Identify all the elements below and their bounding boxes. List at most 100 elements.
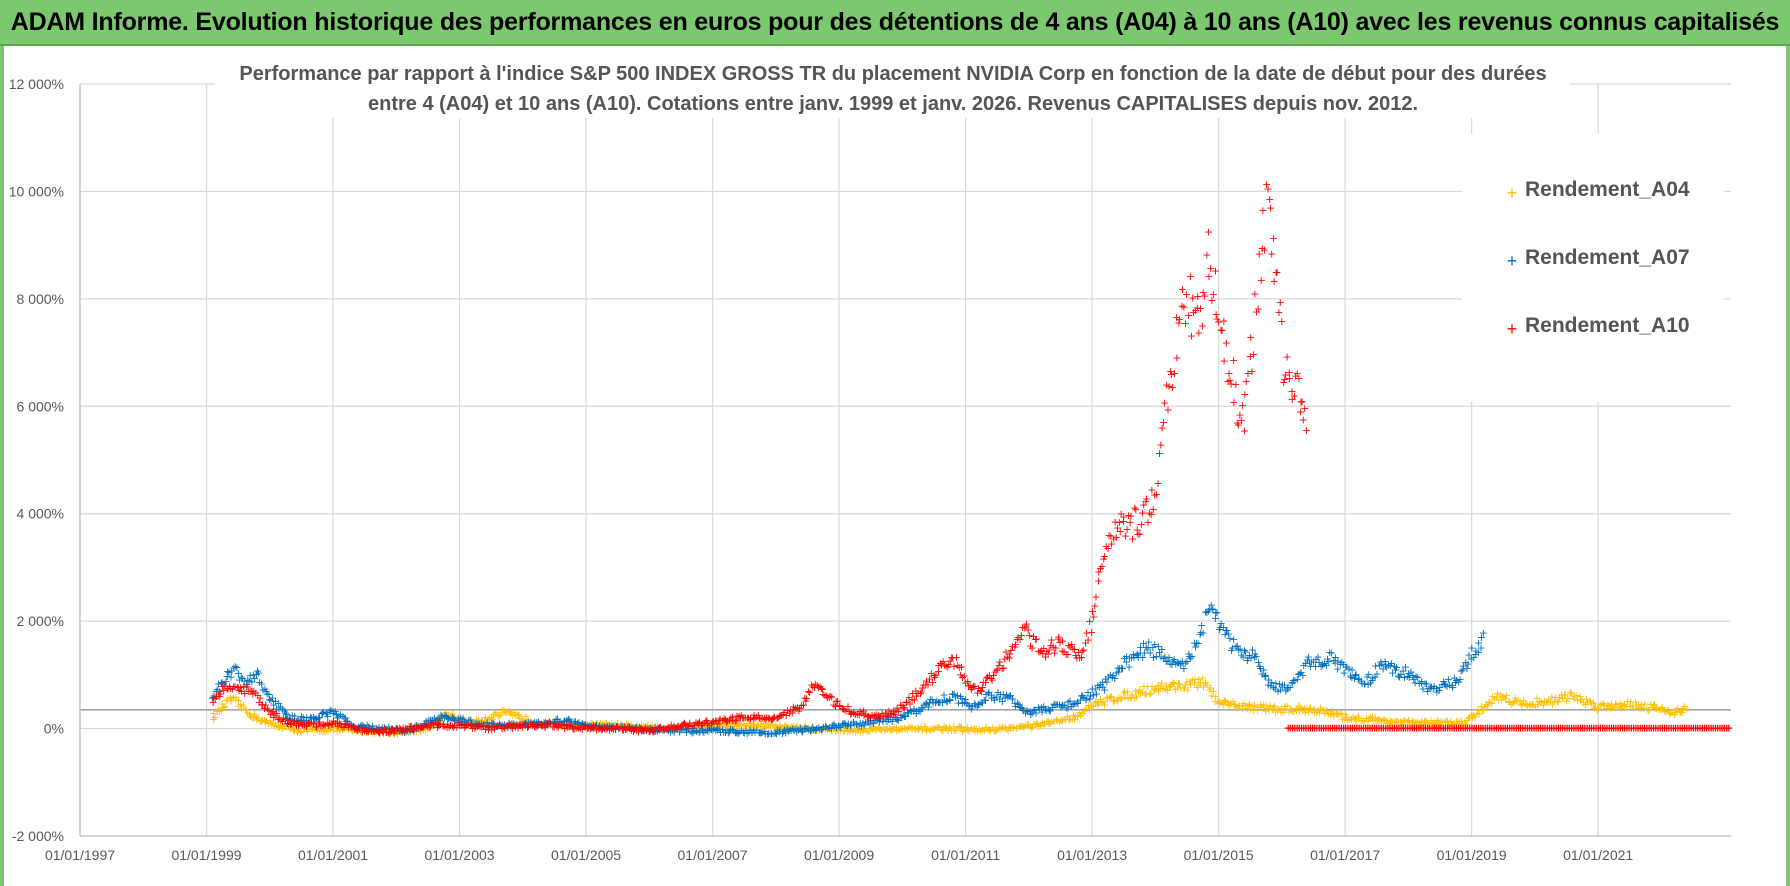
point-a04: +	[862, 724, 871, 737]
point-a04: +	[481, 711, 490, 724]
point-a04: +	[768, 718, 777, 731]
point-a04: +	[643, 719, 652, 732]
point-a04: +	[813, 724, 822, 737]
point-a04: +	[434, 713, 443, 726]
point-a04: +	[437, 711, 446, 724]
point-a04: +	[548, 715, 557, 728]
point-a07: +	[402, 725, 411, 738]
point-a04: +	[1213, 695, 1222, 708]
point-a07: +	[469, 718, 478, 731]
point-a04: +	[1174, 677, 1183, 690]
point-a04: +	[997, 721, 1006, 734]
x-tick-label: 01/01/2001	[298, 847, 368, 863]
point-a04: +	[227, 692, 236, 705]
point-a04: +	[1397, 715, 1406, 728]
point-a07: +	[489, 717, 498, 730]
point-a04: +	[236, 698, 245, 711]
point-a07: +	[616, 720, 625, 733]
point-a07: +	[257, 677, 266, 690]
point-a07: +	[823, 722, 832, 735]
point-a04: +	[1623, 695, 1632, 708]
point-a04: +	[1232, 702, 1241, 715]
point-a04: +	[441, 707, 450, 720]
point-a04: +	[1052, 713, 1061, 726]
point-a07: +	[502, 719, 511, 732]
point-a04: +	[1161, 683, 1170, 696]
point-a04: +	[1322, 704, 1331, 717]
point-a07: +	[803, 722, 812, 735]
point-a04: +	[1616, 701, 1625, 714]
point-a04: +	[1073, 710, 1082, 723]
point-a04: +	[560, 716, 569, 729]
point-a04: +	[1596, 698, 1605, 711]
point-a04: +	[508, 709, 517, 722]
point-a07: +	[701, 724, 710, 737]
point-a04: +	[420, 721, 429, 734]
point-a04: +	[598, 718, 607, 731]
point-a04: +	[348, 725, 357, 738]
point-a04: +	[811, 724, 820, 737]
point-a07: +	[686, 725, 695, 738]
y-tick-label: 8 000%	[17, 291, 64, 307]
point-a04: +	[945, 722, 954, 735]
point-a04: +	[1084, 699, 1093, 712]
point-a04: +	[1432, 714, 1441, 727]
point-a07: +	[656, 723, 665, 736]
point-a04: +	[1296, 701, 1305, 714]
point-a04: +	[375, 727, 384, 740]
point-a04: +	[1196, 677, 1205, 690]
point-a04: +	[1132, 691, 1141, 704]
point-a07: +	[414, 720, 423, 733]
point-a04: +	[249, 711, 258, 724]
point-a04: +	[1469, 708, 1478, 721]
point-a04: +	[982, 721, 991, 734]
point-a04: +	[1138, 685, 1147, 698]
point-a04: +	[727, 717, 736, 730]
point-a04: +	[1069, 709, 1078, 722]
point-a04: +	[1483, 700, 1492, 713]
point-a04: +	[666, 721, 675, 734]
point-a04: +	[1040, 717, 1049, 730]
point-a04: +	[1680, 700, 1689, 713]
point-a04: +	[1233, 699, 1242, 712]
point-a04: +	[978, 724, 987, 737]
point-a04: +	[1464, 711, 1473, 724]
point-a07: +	[625, 722, 634, 735]
point-a04: +	[1194, 678, 1203, 691]
point-a04: +	[1512, 695, 1521, 708]
point-a07: +	[296, 714, 305, 727]
point-a07: +	[620, 721, 629, 734]
point-a07: +	[276, 700, 285, 713]
point-a04: +	[722, 718, 731, 731]
point-a07: +	[789, 724, 798, 737]
point-a07: +	[709, 722, 718, 735]
point-a04: +	[1682, 702, 1691, 715]
point-a04: +	[453, 711, 462, 724]
point-a04: +	[900, 722, 909, 735]
point-a04: +	[637, 718, 646, 731]
point-a04: +	[243, 706, 252, 719]
point-a04: +	[1173, 682, 1182, 695]
point-a04: +	[1176, 681, 1185, 694]
point-a04: +	[231, 693, 240, 706]
point-a04: +	[742, 720, 751, 733]
point-a04: +	[323, 725, 332, 738]
point-a04: +	[518, 714, 527, 727]
point-a07: +	[670, 726, 679, 739]
point-a04: +	[854, 724, 863, 737]
point-a07: +	[567, 717, 576, 730]
point-a07: +	[466, 713, 475, 726]
legend-label-a07: Rendement_A07	[1525, 246, 1690, 269]
point-a07: +	[360, 721, 369, 734]
point-a04: +	[1368, 714, 1377, 727]
point-a04: +	[1373, 714, 1382, 727]
point-a04: +	[596, 717, 605, 730]
point-a04: +	[1047, 716, 1056, 729]
point-a04: +	[1317, 704, 1326, 717]
point-a04: +	[574, 720, 583, 733]
point-a07: +	[660, 723, 669, 736]
point-a04: +	[1312, 706, 1321, 719]
point-a07: +	[362, 718, 371, 731]
point-a04: +	[1217, 696, 1226, 709]
point-a07: +	[719, 726, 728, 739]
